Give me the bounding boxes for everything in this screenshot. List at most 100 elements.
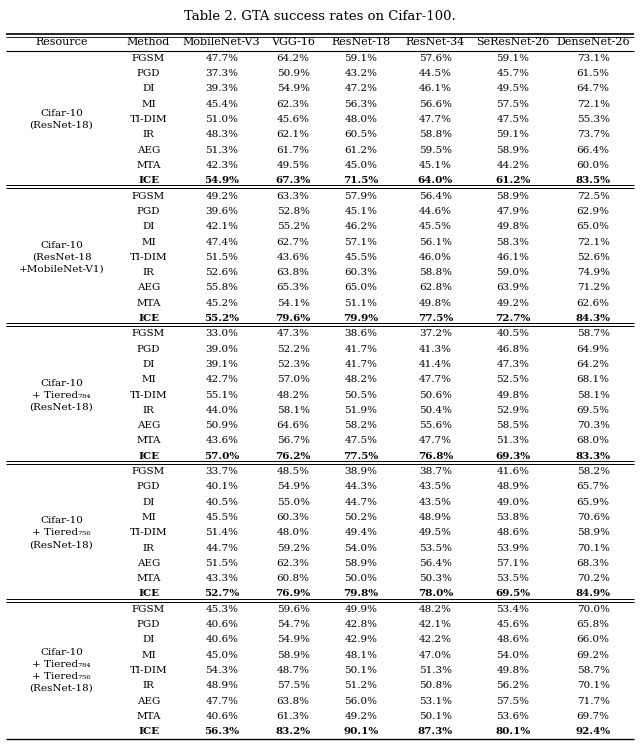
- Text: 45.1%: 45.1%: [344, 207, 377, 216]
- Text: 47.0%: 47.0%: [419, 651, 452, 660]
- Text: 79.8%: 79.8%: [343, 590, 378, 599]
- Text: 56.4%: 56.4%: [419, 191, 452, 200]
- Text: 58.9%: 58.9%: [344, 559, 377, 568]
- Text: 57.1%: 57.1%: [496, 559, 529, 568]
- Text: 59.1%: 59.1%: [496, 130, 529, 139]
- Text: 45.5%: 45.5%: [419, 222, 452, 231]
- Text: 49.8%: 49.8%: [496, 391, 529, 400]
- Text: 76.2%: 76.2%: [275, 452, 311, 461]
- Text: 71.2%: 71.2%: [577, 283, 610, 292]
- Text: 74.9%: 74.9%: [577, 268, 610, 277]
- Text: IR: IR: [143, 268, 154, 277]
- Text: 43.5%: 43.5%: [419, 483, 452, 492]
- Text: 54.9%: 54.9%: [276, 84, 310, 93]
- Text: 55.2%: 55.2%: [276, 222, 310, 231]
- Text: 41.4%: 41.4%: [419, 360, 452, 369]
- Text: 45.6%: 45.6%: [496, 620, 529, 629]
- Text: 59.1%: 59.1%: [496, 54, 529, 62]
- Text: 45.7%: 45.7%: [496, 69, 529, 78]
- Text: 66.4%: 66.4%: [577, 145, 610, 154]
- Text: 39.3%: 39.3%: [205, 84, 238, 93]
- Text: 65.0%: 65.0%: [577, 222, 610, 231]
- Text: 48.9%: 48.9%: [419, 513, 452, 522]
- Text: 48.2%: 48.2%: [419, 605, 452, 614]
- Text: MobileNet-V3: MobileNet-V3: [183, 38, 260, 47]
- Text: 57.5%: 57.5%: [276, 681, 310, 691]
- Text: 70.2%: 70.2%: [577, 575, 610, 583]
- Text: 51.1%: 51.1%: [344, 299, 377, 308]
- Text: 58.9%: 58.9%: [577, 529, 610, 537]
- Text: 59.0%: 59.0%: [496, 268, 529, 277]
- Text: IR: IR: [143, 406, 154, 415]
- Text: Cifar-10
+ Tiered₇₈₄
+ Tiered₇₅₆
(ResNet-18): Cifar-10 + Tiered₇₈₄ + Tiered₇₅₆ (ResNet…: [29, 648, 93, 693]
- Text: 68.3%: 68.3%: [577, 559, 610, 568]
- Text: 38.6%: 38.6%: [344, 329, 377, 338]
- Text: 41.3%: 41.3%: [419, 345, 452, 354]
- Text: 63.8%: 63.8%: [276, 697, 310, 706]
- Text: 49.5%: 49.5%: [496, 84, 529, 93]
- Text: 48.9%: 48.9%: [205, 681, 238, 691]
- Text: 60.3%: 60.3%: [276, 513, 310, 522]
- Text: 57.5%: 57.5%: [496, 100, 529, 108]
- Text: 61.5%: 61.5%: [577, 69, 610, 78]
- Text: 76.9%: 76.9%: [276, 590, 311, 599]
- Text: 64.9%: 64.9%: [577, 345, 610, 354]
- Text: 58.1%: 58.1%: [276, 406, 310, 415]
- Text: 53.5%: 53.5%: [419, 544, 452, 553]
- Text: 43.6%: 43.6%: [276, 253, 310, 262]
- Text: 59.1%: 59.1%: [344, 54, 377, 62]
- Text: 50.9%: 50.9%: [276, 69, 310, 78]
- Text: 51.5%: 51.5%: [205, 253, 238, 262]
- Text: ICE: ICE: [138, 590, 159, 599]
- Text: 65.7%: 65.7%: [577, 483, 610, 492]
- Text: 92.4%: 92.4%: [575, 727, 611, 736]
- Text: 54.9%: 54.9%: [204, 176, 239, 185]
- Text: DI: DI: [142, 360, 155, 369]
- Text: 52.2%: 52.2%: [276, 345, 310, 354]
- Text: 58.9%: 58.9%: [276, 651, 310, 660]
- Text: 61.3%: 61.3%: [276, 712, 310, 721]
- Text: 48.2%: 48.2%: [276, 391, 310, 400]
- Text: 62.8%: 62.8%: [419, 283, 452, 292]
- Text: 50.0%: 50.0%: [344, 575, 377, 583]
- Text: 87.3%: 87.3%: [418, 727, 453, 736]
- Text: 49.5%: 49.5%: [419, 529, 452, 537]
- Text: 54.0%: 54.0%: [496, 651, 529, 660]
- Text: PGD: PGD: [137, 69, 160, 78]
- Text: 55.2%: 55.2%: [204, 314, 239, 323]
- Text: Resource: Resource: [35, 38, 88, 47]
- Text: 45.1%: 45.1%: [419, 161, 452, 170]
- Text: 48.2%: 48.2%: [344, 375, 377, 384]
- Text: 50.8%: 50.8%: [419, 681, 452, 691]
- Text: 50.4%: 50.4%: [419, 406, 452, 415]
- Text: 52.8%: 52.8%: [276, 207, 310, 216]
- Text: 46.0%: 46.0%: [419, 253, 452, 262]
- Text: 54.9%: 54.9%: [276, 636, 310, 645]
- Text: IR: IR: [143, 681, 154, 691]
- Text: 65.8%: 65.8%: [577, 620, 610, 629]
- Text: 61.2%: 61.2%: [344, 145, 377, 154]
- Text: 45.0%: 45.0%: [205, 651, 238, 660]
- Text: TI-DIM: TI-DIM: [130, 391, 168, 400]
- Text: 46.2%: 46.2%: [344, 222, 377, 231]
- Text: 70.1%: 70.1%: [577, 544, 610, 553]
- Text: 49.9%: 49.9%: [344, 605, 377, 614]
- Text: 57.6%: 57.6%: [419, 54, 452, 62]
- Text: 54.1%: 54.1%: [276, 299, 310, 308]
- Text: AEG: AEG: [137, 283, 160, 292]
- Text: 43.5%: 43.5%: [419, 498, 452, 507]
- Text: 39.1%: 39.1%: [205, 360, 238, 369]
- Text: 70.3%: 70.3%: [577, 421, 610, 430]
- Text: TI-DIM: TI-DIM: [130, 529, 168, 537]
- Text: FGSM: FGSM: [132, 191, 165, 200]
- Text: MTA: MTA: [136, 299, 161, 308]
- Text: 40.5%: 40.5%: [205, 498, 238, 507]
- Text: 54.3%: 54.3%: [205, 666, 238, 675]
- Text: 47.7%: 47.7%: [205, 54, 238, 62]
- Text: 42.1%: 42.1%: [419, 620, 452, 629]
- Text: 70.0%: 70.0%: [577, 605, 610, 614]
- Text: 58.3%: 58.3%: [496, 237, 529, 246]
- Text: TI-DIM: TI-DIM: [130, 115, 168, 124]
- Text: DI: DI: [142, 636, 155, 645]
- Text: 83.5%: 83.5%: [576, 176, 611, 185]
